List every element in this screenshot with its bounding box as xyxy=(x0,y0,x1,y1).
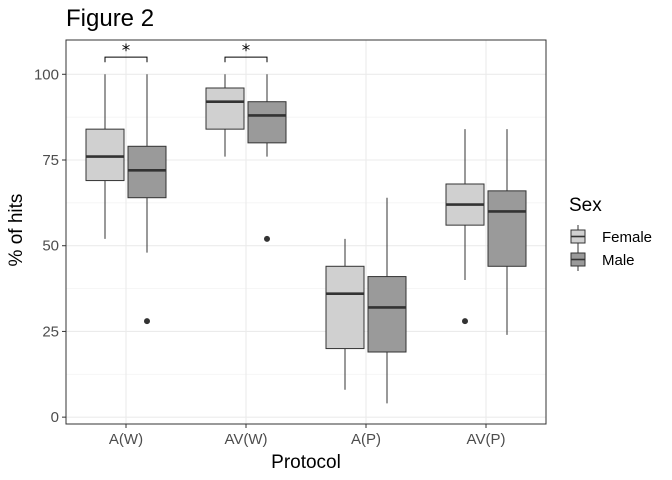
x-tick-label: AV(P) xyxy=(467,431,506,448)
box-male-1 xyxy=(247,74,287,242)
legend-title: Sex xyxy=(569,195,602,216)
outlier-point xyxy=(462,318,468,325)
plot-area: * * 0 25 50 75 100 A(W) AV(W) A(P) AV(P) xyxy=(34,39,547,448)
y-tick-label: 25 xyxy=(42,323,59,340)
box-male-3 xyxy=(487,129,527,335)
legend-label-female: Female xyxy=(602,229,652,246)
y-tick-label: 75 xyxy=(42,152,59,169)
significance-marker: * xyxy=(122,41,131,61)
significance-marker: * xyxy=(242,41,251,61)
box-female-1 xyxy=(205,74,245,157)
y-tick-label: 0 xyxy=(51,409,59,426)
box-female-2 xyxy=(325,238,365,390)
box-female-3 xyxy=(445,129,485,325)
x-tick-label: A(W) xyxy=(109,431,143,448)
x-tick-label: AV(W) xyxy=(224,431,267,448)
chart-title: Figure 2 xyxy=(66,5,154,32)
box-iqr xyxy=(205,87,245,130)
box-iqr xyxy=(487,190,527,267)
legend: Sex Female Male xyxy=(569,195,652,271)
box-iqr xyxy=(247,101,287,144)
box-iqr xyxy=(85,128,125,182)
box-iqr xyxy=(367,276,407,353)
box-iqr xyxy=(127,145,167,199)
legend-label-male: Male xyxy=(602,252,635,269)
panel-border xyxy=(65,39,547,425)
y-tick-label: 100 xyxy=(34,66,59,83)
outlier-point xyxy=(264,235,270,242)
significance-bracket xyxy=(104,56,148,63)
box-male-2 xyxy=(367,197,407,404)
box-male-0 xyxy=(127,74,167,325)
y-tick-label: 50 xyxy=(42,238,59,255)
panel-background xyxy=(66,40,546,424)
box-female-0 xyxy=(85,74,125,239)
box-iqr xyxy=(325,265,365,350)
x-axis-title: Protocol xyxy=(271,452,341,473)
x-tick-label: A(P) xyxy=(351,431,381,448)
significance-bracket xyxy=(224,56,268,63)
outlier-point xyxy=(144,318,150,325)
y-axis-title: % of hits xyxy=(6,194,27,267)
